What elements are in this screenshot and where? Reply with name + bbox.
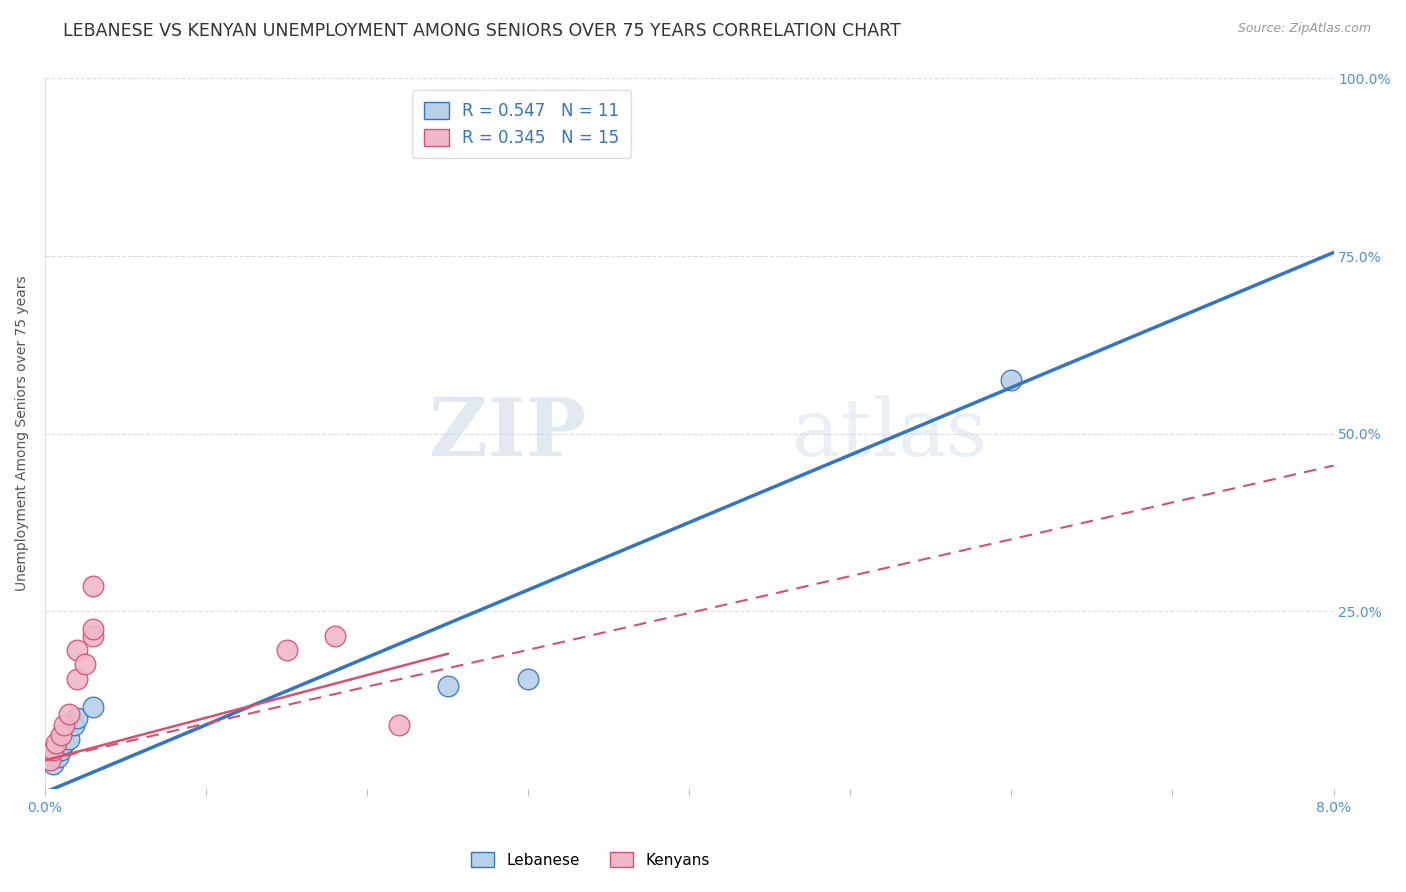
Point xyxy=(82,579,104,593)
Point xyxy=(323,629,346,643)
Point xyxy=(82,629,104,643)
Point xyxy=(82,700,104,714)
Point xyxy=(276,643,298,657)
Legend: Lebanese, Kenyans: Lebanese, Kenyans xyxy=(465,846,716,873)
Point xyxy=(517,672,540,686)
Point xyxy=(82,622,104,636)
Point xyxy=(63,718,86,732)
Point xyxy=(42,742,65,756)
Point xyxy=(53,718,76,732)
Text: LEBANESE VS KENYAN UNEMPLOYMENT AMONG SENIORS OVER 75 YEARS CORRELATION CHART: LEBANESE VS KENYAN UNEMPLOYMENT AMONG SE… xyxy=(63,22,901,40)
Point xyxy=(42,756,65,771)
Y-axis label: Unemployment Among Seniors over 75 years: Unemployment Among Seniors over 75 years xyxy=(15,276,30,591)
Point xyxy=(38,753,60,767)
Point xyxy=(45,735,67,749)
Text: ZIP: ZIP xyxy=(429,394,586,473)
Point xyxy=(49,729,72,743)
Legend: R = 0.547   N = 11, R = 0.345   N = 15: R = 0.547 N = 11, R = 0.345 N = 15 xyxy=(412,90,631,159)
Point xyxy=(436,679,458,693)
Point xyxy=(388,718,411,732)
Point xyxy=(75,657,97,672)
Point xyxy=(58,707,80,722)
Point xyxy=(49,742,72,756)
Point xyxy=(66,672,89,686)
Text: Source: ZipAtlas.com: Source: ZipAtlas.com xyxy=(1237,22,1371,36)
Point xyxy=(66,711,89,725)
Point xyxy=(53,735,76,749)
Point xyxy=(46,749,69,764)
Text: atlas: atlas xyxy=(793,394,987,473)
Point xyxy=(66,643,89,657)
Point xyxy=(1000,373,1022,387)
Point xyxy=(58,732,80,747)
